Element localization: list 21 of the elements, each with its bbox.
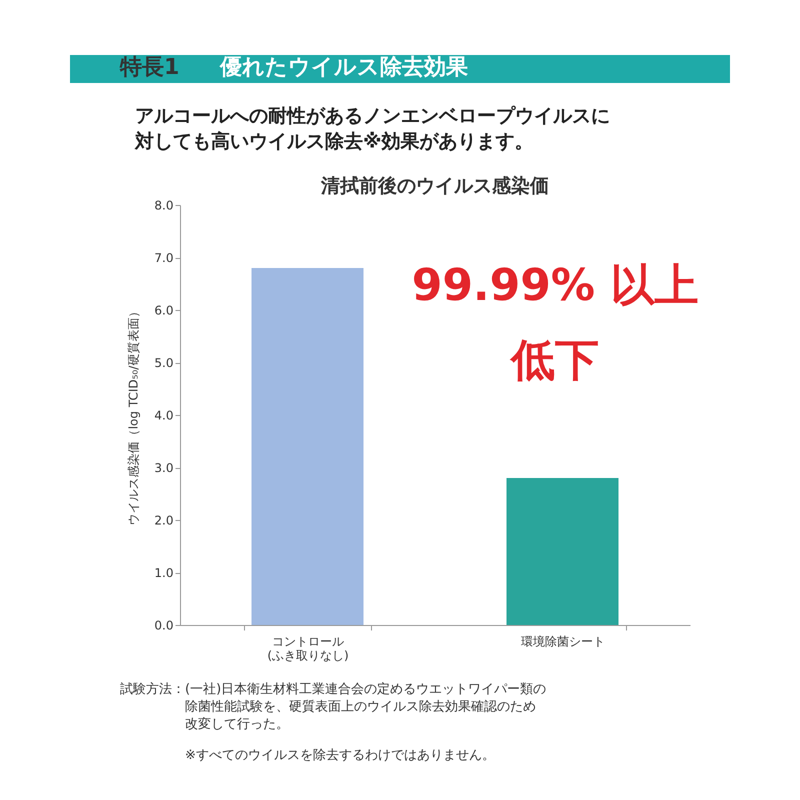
text: ※すべてのウイルスを除去するわけではありません。 (185, 748, 495, 763)
y-tick-label: 1.0 (154, 566, 174, 580)
text: 特長1 (119, 55, 180, 80)
x-tick-label: コントロール (ふき取りなし) (267, 634, 349, 662)
chart-title: 優れたウイルス除去効果 (219, 55, 469, 80)
y-tick-label: 5.0 (154, 356, 174, 370)
y-tick-label: 6.0 (154, 304, 174, 318)
y-tick-label: 7.0 (154, 251, 174, 265)
annotation: 99.99% 以上 (412, 260, 698, 311)
text: (一社)日本衛生材料工業連合会の定めるウエットワイパー類の除菌性能試験を、硬質表面上のウイルス除去効果確認のため改変して行った。 (185, 682, 546, 732)
y-tick-label: 2.0 (154, 514, 174, 528)
x-tick-label: 環境除菌シート (521, 634, 605, 648)
annotation: 低下 (509, 335, 599, 386)
y-tick-label: 0.0 (154, 618, 174, 632)
text: 試験方法： (120, 681, 185, 697)
chart-subtitle: アルコールへの耐性があるノンエンベロープウイルスに対しても高いウイルス除去※効果があります。 (134, 105, 610, 153)
y-tick-label: 4.0 (154, 408, 174, 422)
text: 清拭前後のウイルス感染価 (320, 175, 549, 197)
y-tick-label: 3.0 (154, 461, 174, 475)
y-tick-label: 8.0 (154, 198, 174, 212)
y-axis-title: ウイルス感染価（log TCID₅₀/硬質表面） (126, 306, 140, 526)
